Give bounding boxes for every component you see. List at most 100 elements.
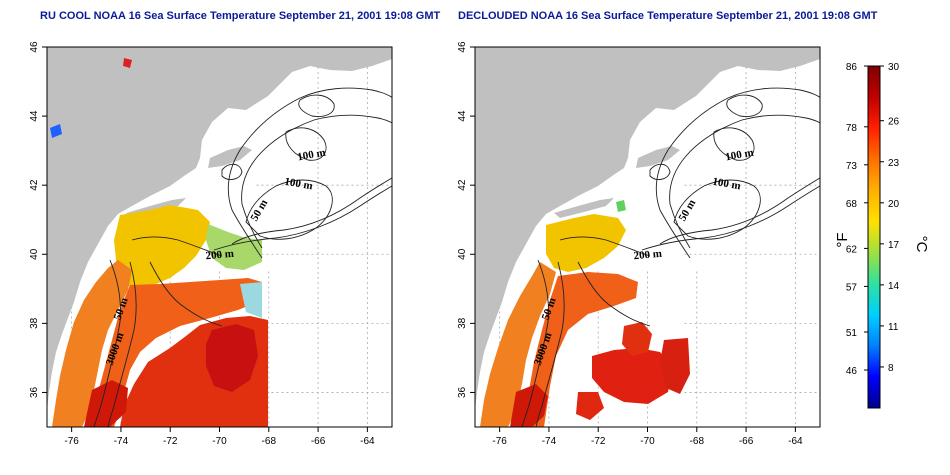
left-sst-slope-orange: [90, 278, 262, 427]
right-contour-label: 100 m: [724, 147, 754, 164]
left-contour-line: [149, 261, 223, 327]
left-contour-label: 200 m: [205, 248, 234, 262]
left-contour-line: [131, 236, 223, 257]
colorbar-ticks: 86 78 73 68 62 57 51 46 30 26 23 20 17 14 11 8: [846, 62, 900, 377]
fahrenheit-tick-label: 73: [846, 161, 858, 172]
left-sst-mixed-green: [206, 224, 262, 270]
right-y-tick-label: 42: [457, 179, 468, 191]
right-sst-offshore-red2: [622, 322, 652, 356]
right-y-axis: 36 38 40 42 44 46: [457, 41, 475, 398]
right-contour-label: 200 m: [633, 248, 662, 262]
right-x-tick-label: -72: [591, 436, 606, 447]
left-contour-line: [227, 87, 392, 259]
left-sst-shelf-yellow: [114, 205, 210, 288]
right-contour-line: [559, 236, 651, 257]
left-sst-hotspot: [206, 324, 258, 392]
celsius-tick-label: 23: [888, 158, 900, 169]
left-y-tick-label: 44: [29, 110, 40, 122]
right-sst-offshore-red1: [592, 348, 672, 404]
celsius-tick-label: 14: [888, 281, 900, 292]
left-x-tick-label: -74: [114, 436, 129, 447]
left-contour-line: [107, 261, 137, 427]
right-x-tick-label: -66: [739, 436, 754, 447]
fahrenheit-unit-label: °F: [834, 232, 851, 247]
right-x-axis: -76 -74 -72 -70 -68 -66 -64: [492, 427, 803, 447]
right-contour-line: [726, 94, 763, 117]
right-contour-line: [713, 127, 755, 161]
right-sst-field: [480, 200, 690, 427]
right-sst-green-speck: [616, 200, 626, 212]
left-contour-line: [213, 185, 392, 251]
right-contour-line: [673, 179, 761, 240]
fahrenheit-tick-label: 57: [846, 282, 858, 293]
right-y-tick-label: 40: [457, 248, 468, 260]
left-y-tick-label: 38: [29, 317, 40, 329]
right-contour-line: [535, 261, 565, 427]
right-sst-slope-orange: [522, 272, 638, 427]
right-sst-offshore-red3: [660, 338, 690, 394]
colorbar-bar: [867, 65, 881, 409]
left-sst-east-edge: [240, 282, 262, 318]
celsius-tick-label: 26: [888, 117, 900, 128]
celsius-tick-label: 11: [888, 322, 899, 333]
fahrenheit-tick-label: 86: [846, 62, 858, 73]
right-sst-offshore-red4: [576, 392, 604, 420]
fahrenheit-tick-label: 46: [846, 366, 858, 377]
left-x-axis: -76 -74 -72 -70 -68 -66 -64: [64, 427, 375, 447]
right-x-tick-label: -76: [492, 436, 507, 447]
fahrenheit-tick-label: 78: [846, 123, 858, 134]
left-sst-speck: [123, 58, 132, 68]
left-x-tick-label: -76: [64, 436, 79, 447]
right-panel-title: DECLOUDED NOAA 16 Sea Surface Temperatur…: [458, 10, 878, 22]
celsius-tick-label: 30: [888, 62, 900, 73]
left-panel-title: RU COOL NOAA 16 Sea Surface Temperature …: [40, 10, 441, 22]
right-land: [475, 47, 820, 410]
left-bathymetry-contours: [93, 87, 392, 427]
celsius-tick-label: 20: [888, 199, 900, 210]
left-y-tick-label: 40: [29, 248, 40, 260]
right-land-island: [636, 146, 680, 168]
left-contour-line: [93, 259, 121, 427]
right-x-tick-label: -70: [640, 436, 655, 447]
right-land-longisland: [554, 198, 614, 218]
left-contour-label: 100 m: [283, 176, 313, 193]
temperature-colorbar: 86 78 73 68 62 57 51 46 30 26 23 20 17 14 11 8 °F °C: [834, 62, 930, 409]
right-x-tick-label: -68: [690, 436, 705, 447]
right-contour-line: [641, 185, 820, 251]
left-sst-field: [50, 58, 268, 427]
right-sst-coastal-orange: [480, 262, 556, 427]
left-y-axis: 36 38 40 42 44 46: [29, 41, 47, 398]
right-bathymetry-contours: [521, 87, 820, 427]
right-contour-line: [577, 261, 651, 327]
right-x-tick-label: -74: [542, 436, 557, 447]
celsius-unit-label: °C: [913, 236, 930, 253]
right-contour-label: 100 m: [711, 176, 741, 193]
right-contour-line: [649, 163, 671, 180]
left-land-mainland: [47, 47, 392, 410]
right-contour-line: [655, 87, 820, 259]
left-x-tick-label: -68: [262, 436, 277, 447]
right-y-tick-label: 36: [457, 386, 468, 398]
left-sst-blue-speck: [50, 124, 62, 138]
left-contour-line: [231, 177, 392, 245]
left-contour-line: [298, 94, 335, 117]
celsius-tick-label: 17: [888, 240, 900, 251]
left-contour-label: 50 m: [248, 198, 270, 224]
left-land-island: [208, 146, 252, 168]
right-y-tick-label: 44: [457, 110, 468, 122]
left-contour-line: [245, 179, 333, 240]
left-sst-coastal-orange: [52, 260, 132, 427]
right-contour-line: [659, 177, 820, 245]
left-y-tick-label: 36: [29, 386, 40, 398]
celsius-tick-label: 8: [888, 363, 894, 374]
fahrenheit-tick-label: 51: [846, 328, 858, 339]
right-y-tick-label: 38: [457, 317, 468, 329]
right-sst-shelf-yellow: [546, 214, 626, 272]
right-contour-line: [521, 259, 549, 427]
left-x-tick-label: -72: [163, 436, 178, 447]
right-contour-label: 50 m: [676, 198, 698, 224]
left-sst-gulfstream: [84, 380, 128, 427]
